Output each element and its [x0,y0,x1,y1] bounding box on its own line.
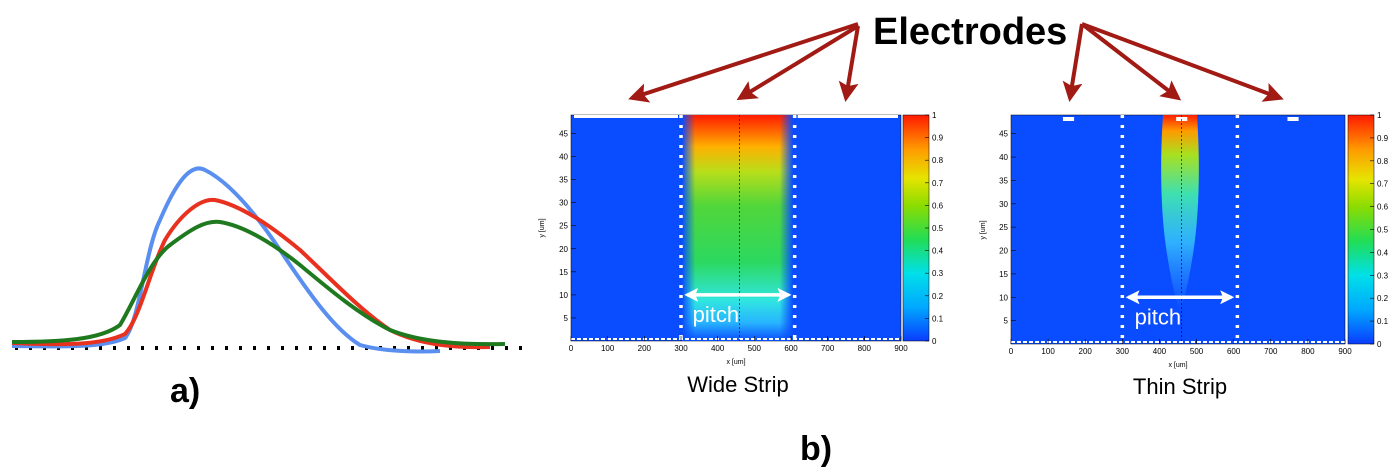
curve-red [11,197,491,350]
x-tick-label: 100 [1041,347,1055,356]
curve-green [11,219,506,347]
colorbar-tick-label: 0.9 [932,134,944,143]
colorbar-tick-label: 0.4 [932,247,944,256]
x-tick-label: 800 [858,344,872,353]
y-tick-label: 10 [559,291,568,300]
panel-a: a) [11,166,530,410]
y-tick-label: 5 [564,314,569,323]
plot-caption: Wide Strip [687,372,788,397]
electrode [574,115,678,118]
field-region [1161,115,1199,312]
y-tick-label: 15 [559,268,568,277]
x-tick-label: 300 [1116,347,1130,356]
x-tick-label: 0 [569,344,574,353]
arrow-4 [1062,23,1084,102]
y-tick-label: 25 [559,222,568,231]
x-tick-label: 400 [1153,347,1167,356]
field-edge-fade [682,115,793,341]
colorbar-tick-label: 0.5 [932,224,944,233]
y-tick-label: 40 [559,153,568,162]
colorbar-tick-label: 0.7 [1377,180,1389,189]
colorbar-tick-label: 0 [932,337,937,346]
x-tick-label: 900 [1338,347,1352,356]
colorbar-tick-label: 0.8 [932,156,944,165]
arrow-6 [1081,22,1284,102]
y-tick-label: 35 [559,176,568,185]
y-tick-label: 25 [999,223,1008,232]
y-tick-label: 40 [999,153,1008,162]
colorbar-tick-label: 0.3 [932,269,944,278]
y-axis-label: y [um] [980,220,987,239]
arrow-3 [838,25,860,102]
x-tick-label: 300 [674,344,688,353]
x-axis-label: x [um] [1168,362,1187,369]
electrode [797,115,898,118]
colorbar-tick-label: 1 [1377,111,1382,120]
colorbar-tick-label: 0.6 [1377,203,1389,212]
colorbar-tick-label: 0.7 [932,179,944,188]
x-tick-label: 0 [1009,347,1014,356]
thin-strip-plot: pitch 0 100 200 300 400 500 600 700 800 900510152… [980,111,1389,399]
colorbar-tick-label: 0.6 [932,201,944,210]
arrow-2 [736,24,860,101]
electrodes-title: Electrodes [873,11,1067,53]
panel-a-label: a) [170,372,200,410]
y-tick-label: 5 [1004,317,1009,326]
colorbar-tick-label: 0.2 [1377,294,1389,303]
y-tick-label: 45 [999,130,1008,139]
colorbar-tick-label: 1 [932,111,937,120]
y-axis-label: y [um] [539,218,546,237]
colorbar-tick-label: 0.9 [1377,134,1389,143]
colorbar-tick-label: 0.8 [1377,157,1389,166]
pitch-label: pitch [1135,304,1181,329]
plot-caption: Thin Strip [1133,374,1227,399]
colorbar [1347,114,1375,345]
colorbar-tick-label: 0.3 [1377,271,1389,280]
colorbar-tick-label: 0.5 [1377,226,1389,235]
x-tick-label: 500 [748,344,762,353]
y-tick-label: 30 [559,199,568,208]
wide-strip-plot: pitch 0 100 200 300 400 500 600 700 800 900510152… [539,111,944,397]
colorbar-tick-label: 0.1 [932,314,944,323]
panel-b-label: b) [800,430,832,468]
x-tick-label: 800 [1301,347,1315,356]
colorbar-tick-label: 0.4 [1377,248,1389,257]
y-tick-label: 15 [999,270,1008,279]
electrode [1287,117,1299,121]
colorbar [902,114,930,342]
y-tick-label: 20 [999,247,1008,256]
x-tick-label: 100 [601,344,615,353]
x-tick-label: 600 [1227,347,1241,356]
y-tick-label: 20 [559,245,568,254]
x-tick-label: 700 [1264,347,1278,356]
y-tick-label: 30 [999,200,1008,209]
y-tick-label: 45 [559,129,568,138]
colorbar-tick-label: 0.2 [932,292,944,301]
x-tick-label: 900 [894,344,908,353]
x-tick-label: 500 [1190,347,1204,356]
curve-blue [11,166,441,354]
electrode [1062,117,1075,121]
y-tick-label: 35 [999,176,1008,185]
x-tick-label: 200 [638,344,652,353]
x-tick-label: 600 [784,344,798,353]
x-axis-label: x [um] [726,359,745,366]
panel-b: Electrodes pitch 0 100 200 300 400 500 600 700 8… [539,11,1389,468]
arrow-5 [1080,22,1182,101]
arrow-1 [628,22,859,103]
pitch-label: pitch [693,302,739,327]
colorbar-tick-label: 0.1 [1377,317,1389,326]
x-tick-label: 700 [821,344,835,353]
x-tick-label: 200 [1079,347,1093,356]
electrode-arrows [628,22,1284,103]
x-tick-label: 400 [711,344,725,353]
colorbar-tick-label: 0 [1377,340,1382,349]
y-tick-label: 10 [999,293,1008,302]
